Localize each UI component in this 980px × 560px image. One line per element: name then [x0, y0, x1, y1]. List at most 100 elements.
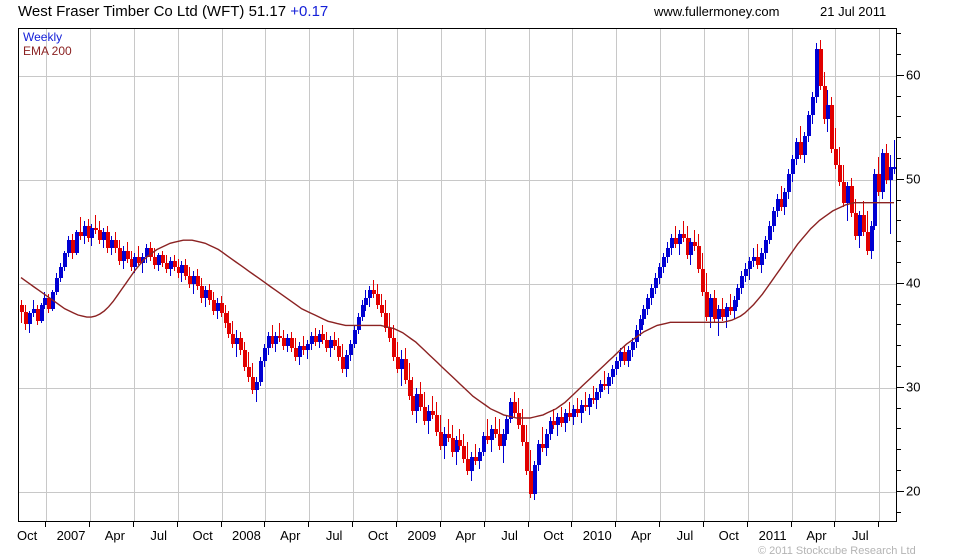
candle-body — [450, 437, 455, 453]
candle-body — [528, 471, 533, 494]
candle-body — [516, 412, 521, 426]
candle-body — [277, 335, 282, 338]
candle-body — [426, 410, 431, 422]
candle-body — [422, 406, 427, 422]
candle-body — [677, 233, 682, 245]
candle-wick — [730, 294, 731, 316]
candle-body — [125, 250, 130, 259]
candle-body — [172, 260, 177, 268]
candle-body — [352, 329, 357, 345]
y-axis-tick-minor — [897, 116, 901, 118]
candle-body — [880, 152, 885, 193]
candle-body — [313, 335, 318, 343]
x-axis-tick — [659, 522, 660, 527]
candle-body — [626, 350, 631, 361]
candle-body — [410, 396, 415, 411]
y-axis-tick-major — [897, 178, 904, 180]
candle-wick — [503, 429, 504, 463]
candle-wick — [542, 427, 543, 453]
x-axis-label: Oct — [17, 528, 38, 543]
candle-body — [716, 308, 721, 320]
candle-wick — [569, 402, 570, 422]
candle-body — [78, 231, 83, 236]
candle-wick — [279, 323, 280, 343]
x-axis-label: 2007 — [56, 528, 86, 543]
candle-body — [833, 148, 838, 166]
candle-body — [254, 381, 259, 390]
candle-body — [477, 452, 482, 461]
candle-body — [434, 414, 439, 432]
candle-body — [156, 254, 161, 266]
candle-body — [665, 248, 670, 257]
candle-wick — [432, 396, 433, 420]
candle-body — [266, 335, 271, 349]
candle-body — [168, 260, 173, 270]
gridline-vertical — [835, 29, 836, 521]
candle-body — [747, 260, 752, 270]
candle-body — [583, 404, 588, 407]
candle-body — [892, 167, 896, 169]
candle-body — [367, 290, 372, 299]
candle-body — [414, 394, 419, 411]
candle-body — [223, 312, 228, 324]
copyright-notice: © 2011 Stockcube Research Ltd — [758, 545, 916, 557]
x-axis-tick — [352, 522, 353, 527]
candle-body — [371, 290, 376, 295]
x-axis-tick — [264, 522, 265, 527]
candle-wick — [459, 429, 460, 451]
gridline-vertical — [134, 29, 135, 521]
candle-body — [700, 269, 705, 293]
candle-body — [348, 344, 353, 355]
gridline-vertical — [529, 29, 530, 521]
candle-body — [340, 356, 345, 370]
chart-legend: Weekly EMA 200 — [23, 30, 72, 58]
x-axis-label: Jul — [676, 528, 694, 543]
candle-body — [211, 300, 216, 311]
candle-body — [242, 350, 247, 368]
candle-body — [89, 227, 94, 239]
candle-body — [508, 402, 513, 420]
candle-body — [641, 308, 646, 320]
gridline-vertical — [222, 29, 223, 521]
candle-body — [869, 225, 874, 251]
x-axis-label: 2008 — [231, 528, 261, 543]
candle-body — [101, 231, 106, 241]
ema-200-line — [20, 202, 894, 419]
y-axis-tick-minor — [897, 345, 901, 347]
candle-wick — [577, 398, 578, 417]
candle-body — [504, 419, 509, 434]
candle-body — [207, 290, 212, 301]
candle-body — [97, 229, 102, 241]
candle-body — [418, 394, 423, 407]
candle-body — [551, 421, 556, 426]
x-axis-label: Jul — [325, 528, 343, 543]
candle-body — [814, 48, 819, 97]
candle-wick — [604, 371, 605, 390]
candle-body — [555, 416, 560, 426]
x-axis-label: Apr — [630, 528, 652, 543]
candle-body — [876, 173, 881, 193]
x-axis-label: Oct — [543, 528, 564, 543]
candle-body — [724, 306, 729, 318]
price-change: +0.17 — [290, 3, 329, 20]
gridline-vertical — [309, 29, 310, 521]
x-axis-label: Jul — [150, 528, 168, 543]
x-axis-tick — [791, 522, 792, 527]
y-axis-tick-minor — [897, 220, 901, 222]
candle-body — [179, 265, 184, 274]
candle-body — [407, 379, 412, 397]
candle-body — [203, 290, 208, 299]
candle-body — [649, 288, 654, 299]
candle-body — [140, 256, 145, 264]
candle-body — [446, 433, 451, 438]
candle-body — [575, 408, 580, 413]
candle-body — [395, 356, 400, 370]
candle-body — [442, 433, 447, 447]
x-axis-tick — [45, 522, 46, 527]
x-axis-tick — [133, 522, 134, 527]
gridline-vertical — [748, 29, 749, 521]
candle-wick — [33, 300, 34, 318]
candle-body — [837, 165, 842, 182]
candle-body — [270, 335, 275, 345]
